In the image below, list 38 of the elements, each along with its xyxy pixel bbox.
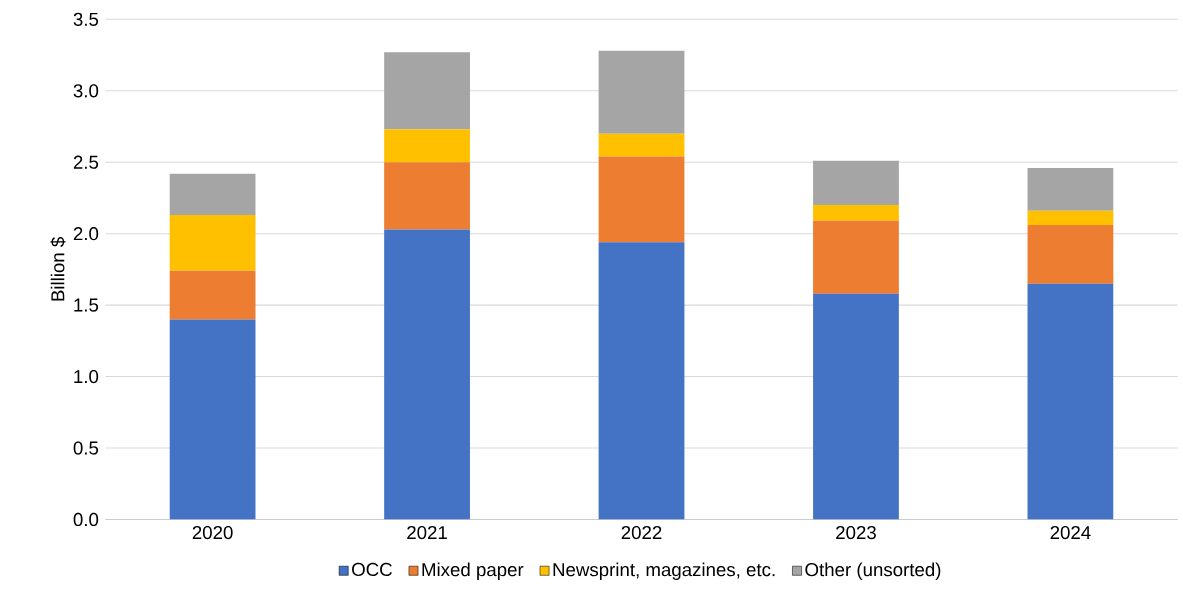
bar [1027,283,1114,520]
bar [813,293,899,520]
bar [598,156,685,243]
bar [598,133,685,157]
bar [1027,225,1114,284]
y-tick-label: 0.0 [73,513,99,527]
bar [384,52,470,130]
bar [813,205,899,222]
y-axis-title: Billion $ [50,237,66,301]
y-tick-label: 1.5 [74,298,99,312]
bar [384,162,470,230]
legend-label: Mixed paper [422,562,524,581]
y-tick-label: 2.5 [73,155,99,170]
bar [598,51,685,134]
bar [384,229,470,520]
y-tick-label: 2.0 [73,227,99,241]
bar [813,161,899,206]
bar [169,215,256,272]
bar [169,271,256,320]
bar [598,242,685,520]
legend-label: Other (unsorted) [805,562,941,581]
x-tick-label: 2021 [407,526,447,540]
x-tick-label: 2020 [192,526,233,540]
x-tick-label: 2023 [836,526,876,540]
bar [169,319,256,520]
bar [384,129,470,163]
legend-label: OCC [352,563,392,577]
x-tick-label: 2022 [621,526,662,540]
y-tick-label: 3.5 [73,12,99,27]
x-tick-label: 2024 [1050,526,1091,540]
legend-label: Newsprint, magazines, etc. [553,562,775,581]
bar [1027,211,1114,226]
y-tick-label: 0.5 [73,441,99,455]
y-tick-label: 3.0 [73,84,99,98]
bar [813,221,899,294]
bar [169,173,256,216]
bar [1027,168,1114,212]
y-tick-label: 1.0 [74,370,99,384]
